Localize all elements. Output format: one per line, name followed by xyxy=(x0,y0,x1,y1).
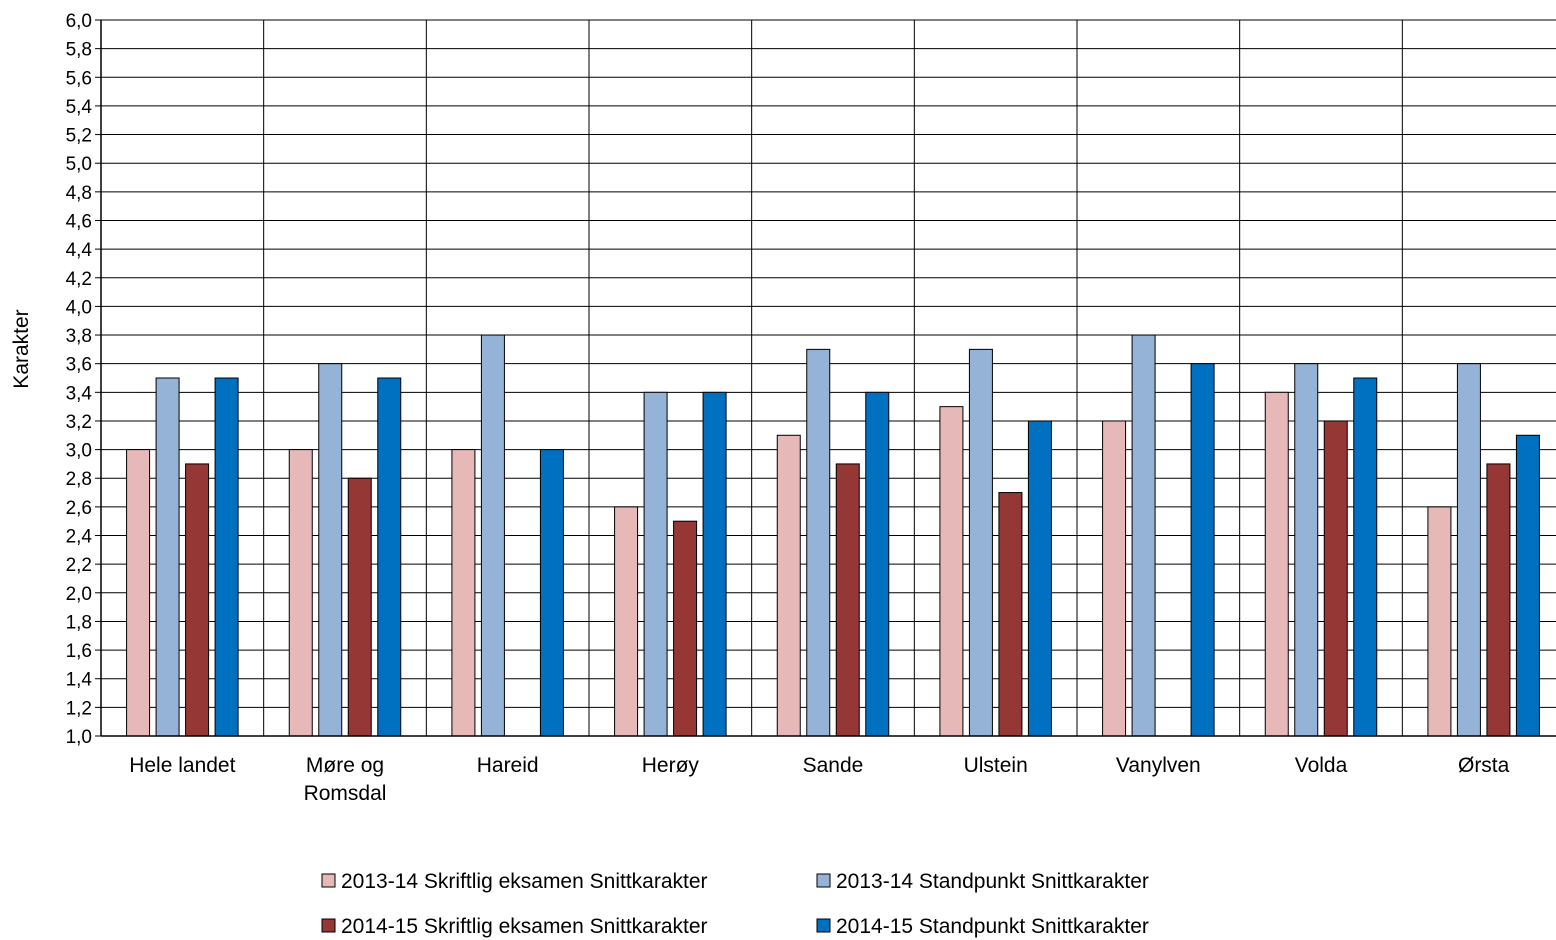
x-category-label: Romsdal xyxy=(304,782,387,805)
y-tick-label: 4,6 xyxy=(66,211,92,232)
bar xyxy=(614,506,639,737)
bar xyxy=(185,463,210,737)
bar xyxy=(126,449,151,737)
bar xyxy=(347,477,372,737)
bar xyxy=(1323,420,1348,737)
y-tick-label: 4,4 xyxy=(66,240,93,261)
y-tick-label: 4,0 xyxy=(66,297,92,318)
bar xyxy=(155,377,180,737)
y-tick-label: 5,2 xyxy=(66,126,92,147)
bar xyxy=(1294,363,1319,737)
bar xyxy=(1456,363,1481,737)
y-tick-label: 2,4 xyxy=(66,527,93,548)
y-tick-label: 5,6 xyxy=(66,68,92,89)
x-category-label: Sande xyxy=(803,754,864,777)
bar xyxy=(318,363,343,737)
legend-label: 2014-15 Standpunkt Snittkarakter xyxy=(836,915,1149,938)
bar xyxy=(1264,391,1289,737)
legend-swatch xyxy=(321,918,336,933)
y-tick-label: 2,0 xyxy=(66,584,92,605)
x-category-label: Herøy xyxy=(642,754,700,777)
y-tick-label: 3,4 xyxy=(66,383,93,404)
y-tick-label: 3,2 xyxy=(66,412,92,433)
bar xyxy=(1353,377,1378,737)
y-tick-label: 1,4 xyxy=(66,670,93,691)
bar xyxy=(1027,420,1052,737)
y-tick-label: 3,8 xyxy=(66,326,92,347)
y-tick-label: 1,2 xyxy=(66,698,92,719)
bar xyxy=(1486,463,1511,737)
x-category-label: Møre og xyxy=(306,754,384,777)
y-tick-label: 2,6 xyxy=(66,498,92,519)
y-tick-label: 1,8 xyxy=(66,612,92,633)
x-category-label: Volda xyxy=(1295,754,1348,777)
legend-swatch xyxy=(816,873,831,888)
bar xyxy=(377,377,402,737)
bar xyxy=(998,492,1023,737)
bar xyxy=(643,391,668,737)
y-tick-label: 5,4 xyxy=(66,97,93,118)
y-tick-label: 4,2 xyxy=(66,269,92,290)
bar xyxy=(1102,420,1127,737)
legend-label: 2013-14 Skriftlig eksamen Snittkarakter xyxy=(341,870,708,893)
axes xyxy=(100,20,1556,737)
bar xyxy=(673,520,698,737)
bar xyxy=(539,449,564,737)
y-tick-label: 2,8 xyxy=(66,469,92,490)
y-tick-label: 2,2 xyxy=(66,555,92,576)
legend-label: 2013-14 Standpunkt Snittkarakter xyxy=(836,870,1149,893)
bar xyxy=(480,334,505,737)
bar xyxy=(288,449,313,737)
bar xyxy=(1131,334,1156,737)
bar xyxy=(451,449,476,737)
y-tick-label: 1,0 xyxy=(66,727,92,748)
y-tick-label: 3,6 xyxy=(66,355,92,376)
bar xyxy=(835,463,860,737)
bar xyxy=(776,434,801,737)
legend-swatch xyxy=(321,873,336,888)
bar xyxy=(968,348,993,737)
legend: 2013-14 Skriftlig eksamen Snittkarakter 2… xyxy=(321,870,1149,938)
legend-swatch xyxy=(816,918,831,933)
y-tick-label: 5,0 xyxy=(66,154,92,175)
y-axis-label: Karakter xyxy=(10,309,33,388)
bar xyxy=(702,391,727,737)
bar xyxy=(1515,434,1540,737)
bar xyxy=(806,348,831,737)
bars xyxy=(126,334,1540,737)
bar xyxy=(1427,506,1452,737)
y-tick-label: 3,0 xyxy=(66,441,92,462)
x-category-label: Hele landet xyxy=(129,754,235,777)
y-tick-labels: 1,0 1,2 1,4 1,6 1,8 2,0 2,2 2,4 2,6 2,8 3,0 3,2 3,4 3… xyxy=(66,11,93,748)
x-category-label: Hareid xyxy=(477,754,539,777)
gridlines xyxy=(95,19,1556,737)
bar xyxy=(214,377,239,737)
x-category-labels: Hele landet Møre og Romsdal Hareid Herøy Sand… xyxy=(129,754,1509,805)
y-tick-label: 5,8 xyxy=(66,40,92,61)
bar xyxy=(865,391,890,737)
x-category-label: Ørsta xyxy=(1458,754,1510,777)
bar xyxy=(1190,363,1215,737)
x-category-label: Vanylven xyxy=(1116,754,1201,777)
y-tick-label: 4,8 xyxy=(66,183,92,204)
y-tick-label: 1,6 xyxy=(66,641,92,662)
bar xyxy=(939,406,964,737)
y-tick-label: 6,0 xyxy=(66,11,92,32)
legend-label: 2014-15 Skriftlig eksamen Snittkarakter xyxy=(341,915,708,938)
x-category-label: Ulstein xyxy=(964,754,1028,777)
